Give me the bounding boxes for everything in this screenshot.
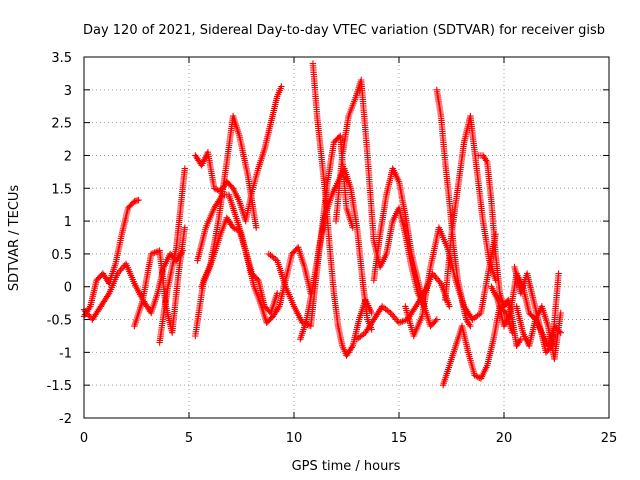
- y-tick-label: -1.5: [47, 379, 72, 394]
- plot-frame: [83, 56, 610, 419]
- chart-title: Day 120 of 2021, Sidereal Day-to-day VTE…: [83, 23, 605, 38]
- series-markers: [475, 152, 524, 349]
- y-tick-label: 0: [64, 281, 72, 296]
- series-markers: [80, 196, 142, 320]
- y-tick-label: 2: [64, 149, 72, 164]
- series-sat-4: [156, 165, 188, 346]
- series-markers: [513, 303, 564, 363]
- y-tick-label: 2.5: [51, 117, 72, 132]
- y-tick-label: -1: [59, 346, 72, 361]
- x-tick-label: 15: [391, 431, 408, 446]
- series-sat-10: [309, 60, 375, 359]
- series-markers: [309, 60, 375, 359]
- x-tick-label: 20: [496, 431, 513, 446]
- y-tick-label: -2: [59, 412, 72, 427]
- grid: [84, 57, 609, 418]
- series-sat-3: [131, 224, 188, 336]
- series-markers: [192, 83, 285, 225]
- x-axis-title: GPS time / hours: [292, 459, 401, 474]
- series-markers: [156, 165, 188, 346]
- series-sat-11: [297, 165, 375, 343]
- data-series: [80, 60, 564, 389]
- series-sat-18: [442, 112, 499, 304]
- x-tick-label: 0: [80, 431, 88, 446]
- y-tick-label: 1.5: [51, 182, 72, 197]
- series-markers: [131, 224, 188, 336]
- series-markers: [442, 112, 499, 304]
- series-sat-5: [192, 83, 285, 225]
- x-tick-label: 5: [185, 431, 193, 446]
- axis-ticks: [83, 56, 610, 419]
- y-tick-label: -0.5: [47, 314, 72, 329]
- y-axis-title: SDTVAR / TECUs: [7, 185, 22, 292]
- y-tick-label: 3.5: [51, 51, 72, 66]
- x-tick-label: 10: [286, 431, 303, 446]
- series-sat-22: [513, 303, 564, 363]
- y-tick-label: 3: [64, 84, 72, 99]
- x-tick-labels: 0 5 10 15 20 25: [80, 431, 617, 446]
- series-sat-7: [194, 191, 314, 326]
- series-sat-8: [198, 112, 260, 290]
- series-sat-1: [80, 196, 142, 320]
- series-markers: [297, 165, 375, 343]
- x-tick-label: 25: [601, 431, 618, 446]
- y-tick-label: 1: [64, 215, 72, 230]
- series-markers: [332, 76, 428, 310]
- series-sat-17: [439, 303, 516, 389]
- y-tick-labels: -2 -1.5 -1 -0.5 0 0.5 1 1.5 2 2.5 3 3.5: [47, 51, 72, 427]
- series-markers: [198, 112, 260, 290]
- series-markers: [439, 303, 516, 389]
- series-markers: [194, 191, 314, 326]
- series-sat-19: [475, 152, 524, 349]
- y-tick-label: 0.5: [51, 248, 72, 263]
- series-sat-12: [332, 76, 428, 310]
